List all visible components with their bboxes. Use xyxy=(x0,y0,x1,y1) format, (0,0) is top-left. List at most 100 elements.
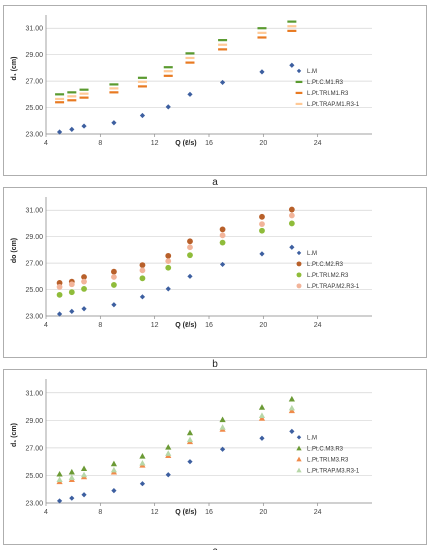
x-axis-label: Q (ℓ/s) xyxy=(175,322,196,329)
x-tick-label: 4 xyxy=(44,509,48,516)
chart-frame xyxy=(3,187,427,358)
legend-entry: L.Pt.TRAP.M2.R3-1 xyxy=(307,284,360,290)
data-point xyxy=(218,48,228,51)
data-point xyxy=(287,29,297,32)
data-point xyxy=(56,280,63,286)
data-point xyxy=(165,444,172,450)
series-1 xyxy=(56,244,295,317)
data-point xyxy=(218,39,228,42)
y-tick-label: 25.00 xyxy=(25,105,43,112)
legend-marker xyxy=(296,456,302,462)
data-point xyxy=(79,92,89,95)
data-point xyxy=(109,87,119,90)
x-tick-label: 24 xyxy=(314,509,322,516)
data-point xyxy=(287,20,297,23)
series-4 xyxy=(55,25,297,101)
legend-marker xyxy=(295,102,303,106)
data-point xyxy=(137,80,147,83)
data-point xyxy=(111,120,117,126)
series-1 xyxy=(56,428,295,504)
data-point xyxy=(163,74,173,77)
data-point xyxy=(67,95,77,98)
data-point xyxy=(81,123,87,129)
legend-marker xyxy=(296,250,302,256)
data-point xyxy=(165,264,172,271)
series-3 xyxy=(56,407,295,485)
x-tick-label: 4 xyxy=(44,322,48,329)
data-point xyxy=(139,267,146,274)
series-4 xyxy=(56,212,295,290)
data-point xyxy=(81,278,87,285)
data-point xyxy=(259,227,265,234)
legend-marker xyxy=(295,80,303,84)
data-point xyxy=(111,274,117,280)
data-point xyxy=(187,238,193,245)
x-tick-label: 4 xyxy=(44,140,48,147)
data-point xyxy=(67,91,77,94)
data-point xyxy=(79,88,89,91)
data-point xyxy=(56,498,63,504)
data-point xyxy=(139,262,146,268)
data-point xyxy=(139,453,146,459)
data-point xyxy=(139,275,146,282)
data-point xyxy=(80,471,88,478)
data-point xyxy=(68,289,75,296)
data-point xyxy=(289,244,295,250)
data-point xyxy=(165,472,171,478)
series-2 xyxy=(56,395,295,477)
data-point xyxy=(257,36,267,39)
data-point xyxy=(259,213,265,220)
panel-label: b xyxy=(212,359,218,370)
panel-label: c xyxy=(213,546,218,550)
data-point xyxy=(257,31,267,34)
legend-entry: L.M xyxy=(307,251,317,257)
legend-marker xyxy=(296,435,302,440)
data-point xyxy=(257,27,267,30)
data-point xyxy=(219,416,226,423)
data-point xyxy=(165,104,171,110)
y-tick-label: 25.00 xyxy=(25,287,43,294)
data-point xyxy=(110,466,118,473)
data-point xyxy=(219,79,226,86)
series-3 xyxy=(56,220,295,298)
data-point xyxy=(219,232,226,239)
data-point xyxy=(163,70,173,73)
x-tick-label: 24 xyxy=(314,140,322,147)
data-point xyxy=(110,460,118,467)
data-point xyxy=(55,97,65,101)
data-point xyxy=(165,450,172,456)
y-tick-label: 27.00 xyxy=(25,261,43,268)
panel-label: a xyxy=(212,177,218,188)
y-tick-label: 29.00 xyxy=(25,418,43,425)
data-point xyxy=(259,251,265,257)
x-tick-label: 16 xyxy=(205,509,213,516)
data-point xyxy=(55,101,65,104)
legend-marker xyxy=(295,91,303,95)
data-point xyxy=(56,129,63,135)
data-point xyxy=(218,43,228,46)
data-point xyxy=(56,470,63,477)
x-tick-label: 20 xyxy=(259,140,267,147)
data-point xyxy=(68,281,75,288)
data-point xyxy=(219,424,226,430)
data-point xyxy=(187,459,193,465)
data-point xyxy=(139,112,146,119)
data-point xyxy=(111,282,117,288)
legend-entry: L.M xyxy=(307,69,317,75)
legend-marker xyxy=(296,272,302,278)
data-point xyxy=(111,268,117,275)
series-2 xyxy=(55,20,297,96)
data-point xyxy=(287,25,297,28)
data-point xyxy=(139,459,146,466)
series-4 xyxy=(56,404,295,483)
chart-frame xyxy=(3,5,427,176)
x-tick-label: 12 xyxy=(151,509,159,516)
x-tick-label: 12 xyxy=(151,322,159,329)
data-point xyxy=(69,126,75,132)
data-point xyxy=(56,476,63,483)
data-point xyxy=(109,83,119,86)
data-point xyxy=(109,91,119,94)
x-axis-label: Q (ℓ/s) xyxy=(175,509,196,516)
data-point xyxy=(187,252,193,259)
